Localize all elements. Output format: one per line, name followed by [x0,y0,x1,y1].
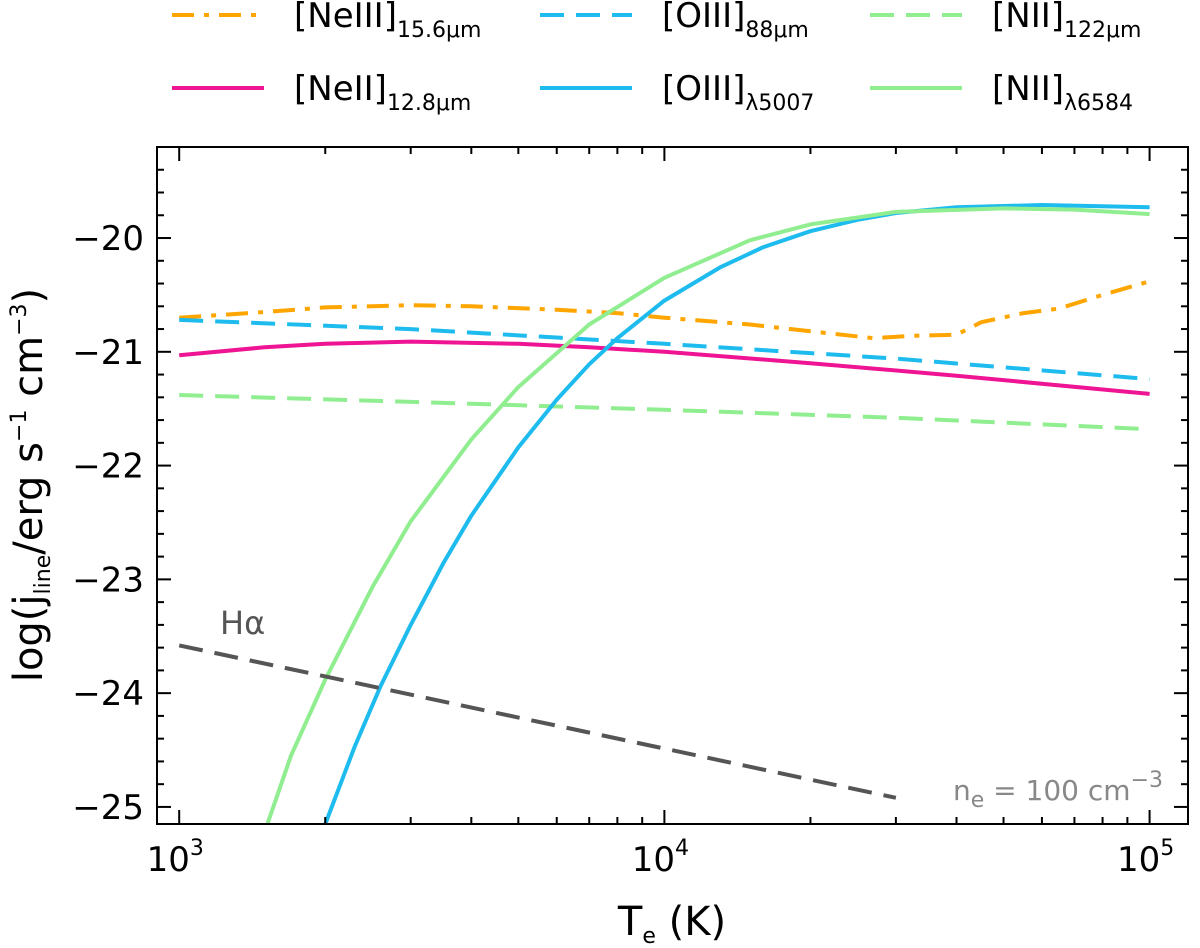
y-axis-title: log(jline/erg s−1 cm−3) [6,288,56,682]
y-tick-label: −21 [72,333,144,373]
x-tick-label: 103 [147,836,204,880]
series-line-oiii88 [179,317,1150,382]
series-line-nii6584 [265,206,1150,825]
series-line-neiii [179,279,1151,341]
annotation-density: ne = 100 cm−3 [953,768,1163,813]
legend-label-oiii88: [OIII]88μm [662,0,809,43]
y-tick-label: −20 [72,219,144,259]
legend-label-neii: [NeII]12.8μm [294,69,471,116]
y-tick-label: −25 [72,788,144,828]
y-tick-label: −23 [72,560,144,600]
tick-labels: 103 104 105 −20 −21 −22 −23 −24 −25 [72,219,1174,880]
plot-frame [156,146,1189,825]
y-tick-label: −22 [72,447,144,487]
x-axis-title: Te (K) [617,899,726,948]
series-line-nii122 [179,393,1150,432]
legend: [NeIII]15.6μm [OIII]88μm [NII]122μm [NeII]1… [172,0,1141,116]
annotation-halpha: Hα [220,604,265,642]
legend-label-oiii5007: [OIII]λ5007 [662,69,814,116]
series-line-neii [179,339,1150,396]
series-line-oiii5007 [323,203,1150,825]
x-tick-label: 105 [1117,836,1174,880]
legend-label-nii6584: [NII]λ6584 [992,69,1133,116]
legend-label-neiii: [NeIII]15.6μm [294,0,481,43]
y-tick-label: −24 [72,674,144,714]
ticks [156,146,1188,824]
plot-lines [178,203,1151,825]
legend-label-nii122: [NII]122μm [992,0,1141,43]
series-line-halpha [178,643,897,800]
x-tick-label: 104 [632,836,689,880]
